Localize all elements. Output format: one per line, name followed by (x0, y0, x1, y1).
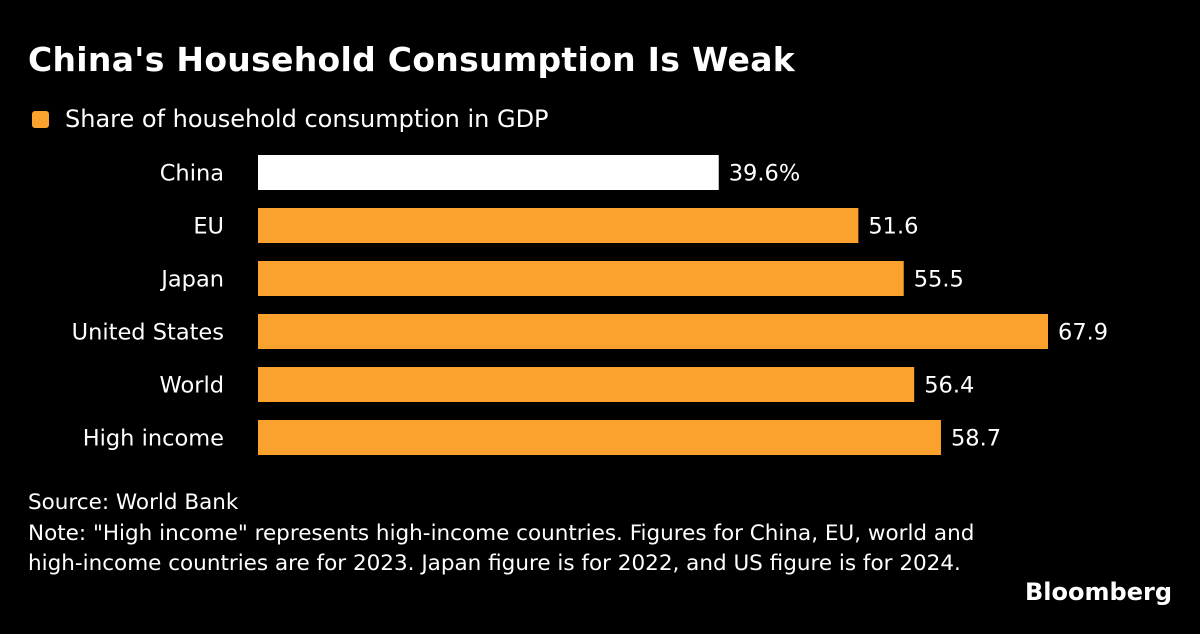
category-label: EU (193, 214, 224, 240)
footnotes: Source: World Bank Note: "High income" r… (28, 488, 1008, 580)
bar-eu (258, 208, 859, 243)
value-label: 51.6 (868, 214, 918, 240)
value-label: 55.5 (914, 267, 964, 293)
bloomberg-logo: Bloomberg (1025, 578, 1172, 606)
note-text: Note: "High income" represents high-inco… (28, 520, 975, 577)
category-label: World (160, 373, 224, 399)
value-label: 58.7 (951, 426, 1001, 452)
legend-swatch (32, 110, 49, 128)
category-label: China (160, 161, 224, 187)
bar-world (258, 367, 915, 402)
value-label: 39.6% (729, 161, 800, 187)
category-label: United States (72, 320, 224, 346)
category-label: High income (83, 426, 224, 452)
category-label: Japan (159, 267, 224, 293)
bar-japan (258, 261, 904, 296)
value-label: 67.9 (1058, 320, 1108, 346)
bar-china (258, 155, 719, 190)
bar-high-income (258, 420, 941, 455)
legend-label: Share of household consumption in GDP (65, 105, 549, 133)
chart-title: China's Household Consumption Is Weak (28, 40, 796, 79)
value-label: 56.4 (924, 373, 974, 399)
legend: Share of household consumption in GDP (32, 105, 549, 133)
source-text: Source: World Bank (28, 490, 239, 515)
bar-united-states (258, 314, 1048, 349)
